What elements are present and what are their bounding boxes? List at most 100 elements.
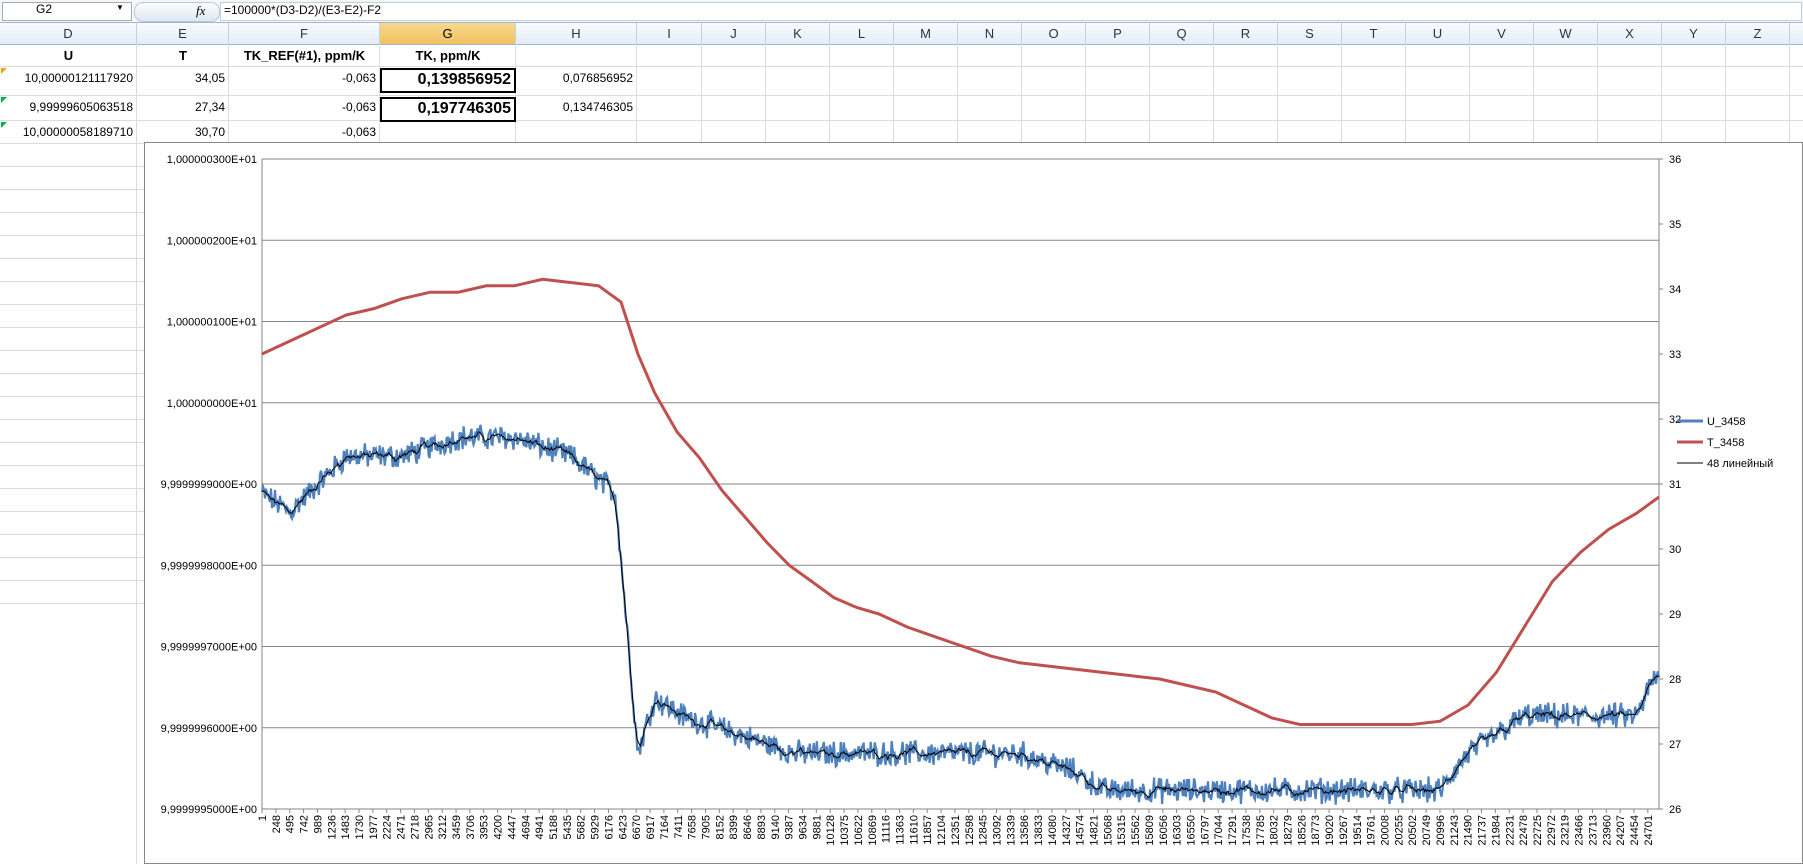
- cell-d2[interactable]: 10,00000121117920: [24, 71, 133, 85]
- x-tick-label: 3706: [465, 815, 477, 839]
- x-tick-label: 3953: [479, 815, 491, 839]
- column-header-s[interactable]: S: [1278, 23, 1342, 44]
- x-tick-label: 248: [271, 815, 283, 833]
- cell-d3[interactable]: 9,99999605063518: [29, 100, 133, 114]
- fx-icon[interactable]: fx: [196, 3, 206, 18]
- chart-area[interactable]: 1,000000300E+01 1,000000200E+01 1,00000010…: [144, 142, 1803, 864]
- cell-e3[interactable]: 27,34: [194, 100, 225, 114]
- cell-f3[interactable]: -0,063: [341, 100, 376, 114]
- column-header-u[interactable]: U: [1406, 23, 1470, 44]
- column-header-w[interactable]: W: [1534, 23, 1598, 44]
- column-header-h[interactable]: H: [516, 23, 637, 44]
- y-left-tick-label: 9,9999998000E+00: [161, 560, 257, 572]
- header-cell-e[interactable]: T: [179, 48, 187, 63]
- column-header-p[interactable]: P: [1086, 23, 1150, 44]
- x-tick-label: 1483: [340, 815, 352, 839]
- x-tick-label: 8152: [714, 815, 726, 839]
- column-header-g[interactable]: G: [380, 23, 516, 44]
- x-tick-label: 7905: [700, 815, 712, 839]
- cell-e2[interactable]: 34,05: [194, 71, 225, 85]
- x-tick-label: 1977: [368, 815, 380, 839]
- x-tick-label: 9881: [811, 815, 823, 839]
- x-tick-label: 12598: [964, 815, 976, 846]
- formula-buttons[interactable]: [134, 2, 220, 22]
- x-tick-label: 19761: [1366, 815, 1378, 846]
- x-tick-label: 15315: [1116, 815, 1128, 846]
- x-tick-label: 18032: [1269, 815, 1281, 846]
- column-header-e[interactable]: E: [137, 23, 229, 44]
- name-box[interactable]: [2, 2, 132, 21]
- column-header-i[interactable]: I: [637, 23, 702, 44]
- x-tick-label: 23466: [1574, 815, 1586, 846]
- formula-input[interactable]: [220, 2, 1802, 21]
- x-tick-label: 2965: [423, 815, 435, 839]
- x-tick-label: 18773: [1310, 815, 1322, 846]
- x-tick-label: 11116: [881, 815, 893, 843]
- y-right-tick-label: 31: [1669, 479, 1681, 491]
- chevron-down-icon[interactable]: ▼: [116, 3, 124, 12]
- cell-g3[interactable]: 0,197746305: [380, 97, 516, 122]
- column-header-l[interactable]: L: [830, 23, 894, 44]
- cell-f4[interactable]: -0,063: [341, 125, 376, 139]
- x-tick-label: 10375: [839, 815, 851, 846]
- x-tick-label: 24701: [1643, 815, 1655, 846]
- cell-f2[interactable]: -0,063: [341, 71, 376, 85]
- cell-g2[interactable]: 0,139856952: [380, 68, 516, 93]
- x-tick-label: 21243: [1449, 815, 1461, 846]
- x-tick-label: 23960: [1601, 815, 1613, 846]
- x-tick-label: 1236: [326, 815, 338, 839]
- x-tick-label: 11363: [894, 815, 906, 845]
- x-tick-label: 1: [257, 815, 269, 821]
- error-indicator-icon: [1, 97, 7, 103]
- cell-e4[interactable]: 30,70: [194, 125, 225, 139]
- x-tick-label: 20008: [1380, 815, 1392, 846]
- cell-h3[interactable]: 0,134746305: [562, 100, 633, 114]
- cell-d4[interactable]: 10,00000058189710: [22, 125, 133, 139]
- formula-text: =100000*(D3-D2)/(E3-E2)-F2: [224, 3, 382, 17]
- x-tick-label: 19267: [1338, 815, 1350, 846]
- column-header-m[interactable]: M: [894, 23, 958, 44]
- x-tick-label: 6670: [631, 815, 643, 839]
- x-tick-label: 23219: [1560, 815, 1572, 846]
- y-left-tick-label: 1,000000100E+01: [167, 317, 257, 329]
- column-header-q[interactable]: Q: [1150, 23, 1214, 44]
- column-header-d[interactable]: D: [0, 23, 137, 44]
- column-header-j[interactable]: J: [702, 23, 766, 44]
- column-header-r[interactable]: R: [1214, 23, 1278, 44]
- x-tick-label: 10869: [867, 815, 879, 846]
- x-tick-label: 1730: [354, 815, 366, 839]
- x-tick-label: 23713: [1587, 815, 1599, 846]
- header-cell-g[interactable]: TK, ppm/K: [415, 48, 481, 63]
- column-header-o[interactable]: O: [1022, 23, 1086, 44]
- column-header-n[interactable]: N: [958, 23, 1022, 44]
- column-header-t[interactable]: T: [1342, 23, 1406, 44]
- x-tick-label: 14574: [1075, 815, 1087, 846]
- column-header-x[interactable]: X: [1598, 23, 1662, 44]
- column-header-z[interactable]: Z: [1726, 23, 1790, 44]
- header-cell-d[interactable]: U: [63, 48, 74, 63]
- y-right-tick-label: 35: [1669, 219, 1681, 231]
- x-tick-label: 13586: [1019, 815, 1031, 846]
- x-tick-label: 2471: [396, 815, 408, 839]
- x-tick-label: 17538: [1241, 815, 1253, 846]
- x-tick-label: 15562: [1130, 815, 1142, 846]
- column-header-v[interactable]: V: [1470, 23, 1534, 44]
- gridline-vertical: [136, 44, 137, 864]
- x-tick-label: 8893: [756, 815, 768, 839]
- y-right-tick-label: 36: [1669, 154, 1681, 166]
- cell-h2[interactable]: 0,076856952: [562, 71, 633, 85]
- x-tick-label: 6176: [603, 815, 615, 839]
- line-chart: 1,000000300E+01 1,000000200E+01 1,00000010…: [161, 154, 1774, 846]
- x-tick-label: 20502: [1407, 815, 1419, 846]
- header-cell-f[interactable]: TK_REF(#1), ppm/K: [243, 48, 366, 63]
- column-header-k[interactable]: K: [766, 23, 830, 44]
- legend-label: U_3458: [1707, 416, 1746, 428]
- x-tick-label: 16056: [1158, 815, 1170, 846]
- column-header-y[interactable]: Y: [1662, 23, 1726, 44]
- x-tick-label: 4200: [493, 815, 505, 839]
- column-header-f[interactable]: F: [229, 23, 380, 44]
- x-tick-label: 24207: [1615, 815, 1627, 846]
- x-tick-label: 20255: [1393, 815, 1405, 846]
- x-tick-label: 20996: [1435, 815, 1447, 846]
- x-tick-label: 5929: [590, 815, 602, 839]
